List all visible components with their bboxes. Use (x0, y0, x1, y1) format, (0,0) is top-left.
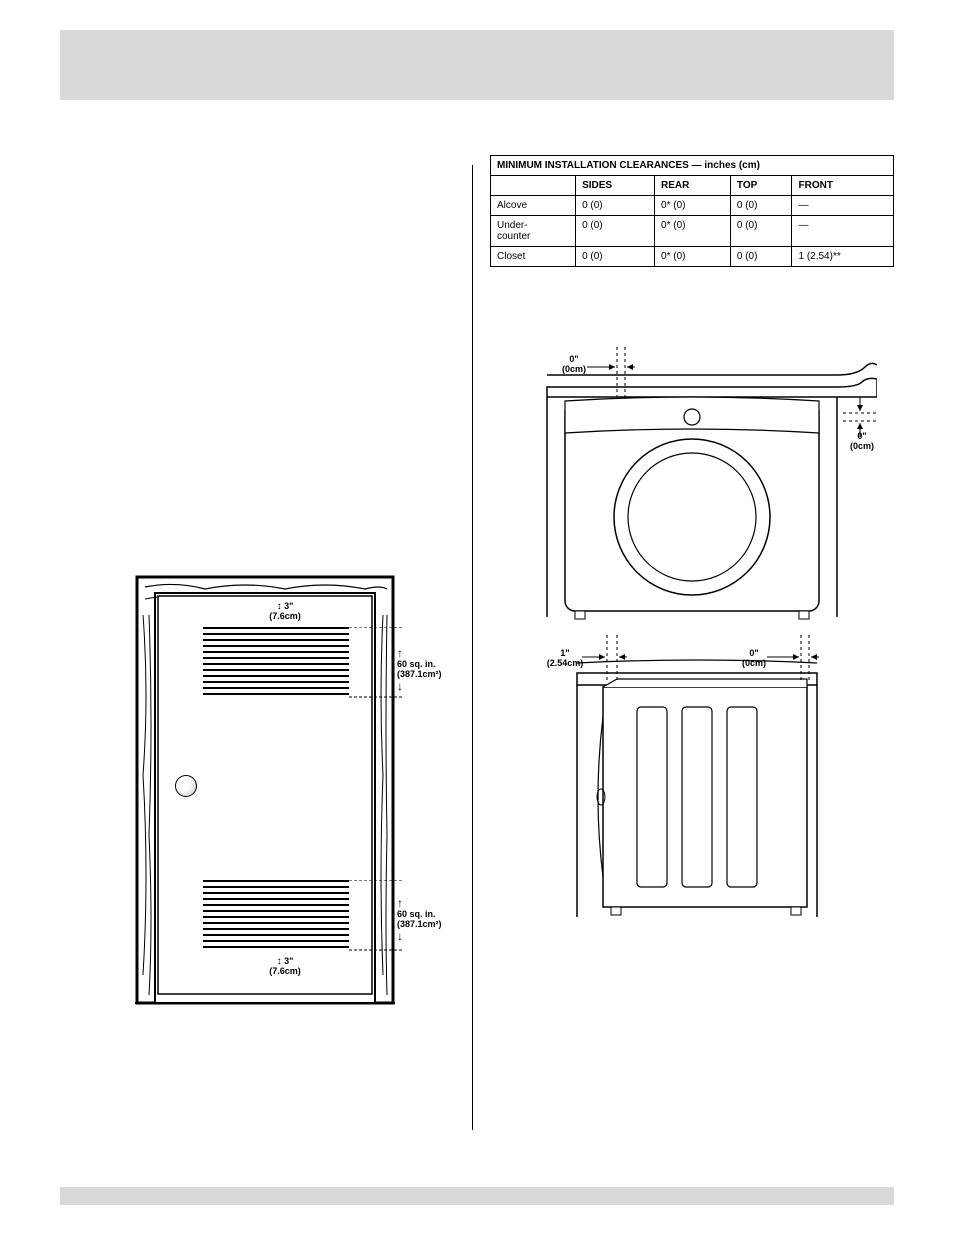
dryer-front-diagram: 0" (0cm) 0" (0cm) (507, 337, 877, 627)
front-top-clear: 0" (569, 354, 578, 364)
bottom-louver (203, 880, 349, 952)
door-knob (175, 775, 197, 797)
side-front-clear-cm: (2.54cm) (547, 658, 584, 668)
cell: 0 (0) (576, 196, 655, 216)
side-rear-clear-label: 0" (0cm) (739, 649, 769, 669)
clearance-table: MINIMUM INSTALLATION CLEARANCES — inches… (490, 155, 894, 267)
column-divider (472, 165, 473, 1130)
top-gap-label: ↕ 3" (7.6cm) (255, 601, 315, 622)
table-row: Under- counter 0 (0) 0* (0) 0 (0) — (491, 216, 894, 247)
cell: 0* (0) (655, 196, 731, 216)
bottom-vent-ext (349, 880, 409, 955)
cell: — (792, 196, 894, 216)
side-rear-clear: 0" (749, 648, 758, 658)
th-front: FRONT (792, 176, 894, 196)
th-blank (491, 176, 576, 196)
th-rear: REAR (655, 176, 731, 196)
bottom-gap-label: ↕ 3" (7.6cm) (255, 956, 315, 977)
cell: 0 (0) (576, 216, 655, 247)
cell: Closet (491, 247, 576, 267)
side-front-clear-label: 1" (2.54cm) (545, 649, 585, 669)
cell: Alcove (491, 196, 576, 216)
table-row: Closet 0 (0) 0* (0) 0 (0) 1 (2.54)** (491, 247, 894, 267)
cell: Under- counter (491, 216, 576, 247)
cell: 0 (0) (730, 196, 792, 216)
bottom-gap-value: 3" (284, 956, 293, 966)
footer-bar (60, 1187, 894, 1205)
front-top-clear-label: 0" (0cm) (559, 355, 589, 375)
front-side-clear-label: 0" (0cm) (847, 432, 877, 452)
header-bar (60, 30, 894, 100)
cell: — (792, 216, 894, 247)
clearance-table-wrapper: MINIMUM INSTALLATION CLEARANCES — inches… (490, 155, 894, 267)
side-front-clear: 1" (560, 648, 569, 658)
right-column: MINIMUM INSTALLATION CLEARANCES — inches… (490, 155, 894, 927)
front-top-clear-cm: (0cm) (562, 364, 586, 374)
table-header-row: SIDES REAR TOP FRONT (491, 176, 894, 196)
table-row: Alcove 0 (0) 0* (0) 0 (0) — (491, 196, 894, 216)
top-gap-cm: (7.6cm) (269, 611, 301, 621)
table-title: MINIMUM INSTALLATION CLEARANCES — inches… (491, 156, 894, 176)
cell: 0 (0) (576, 247, 655, 267)
th-sides: SIDES (576, 176, 655, 196)
front-side-clear: 0" (857, 431, 866, 441)
cell: 1 (2.54)** (792, 247, 894, 267)
cell: 0* (0) (655, 216, 731, 247)
closet-door-diagram: ↕ 3" (7.6cm) ↕ 3" (7.6cm) ↑ 60 sq. in. (… (135, 575, 395, 1005)
left-column: ↕ 3" (7.6cm) ↕ 3" (7.6cm) ↑ 60 sq. in. (… (80, 155, 450, 1005)
front-side-clear-cm: (0cm) (850, 441, 874, 451)
side-rear-clear-cm: (0cm) (742, 658, 766, 668)
top-gap-value: 3" (284, 601, 293, 611)
top-louver (203, 627, 349, 699)
bottom-gap-cm: (7.6cm) (269, 966, 301, 976)
th-top: TOP (730, 176, 792, 196)
cell: 0 (0) (730, 247, 792, 267)
cell: 0 (0) (730, 216, 792, 247)
dryer-side-diagram: 1" (2.54cm) 0" (0cm) (507, 627, 877, 927)
cell: 0* (0) (655, 247, 731, 267)
top-vent-ext (349, 627, 409, 702)
